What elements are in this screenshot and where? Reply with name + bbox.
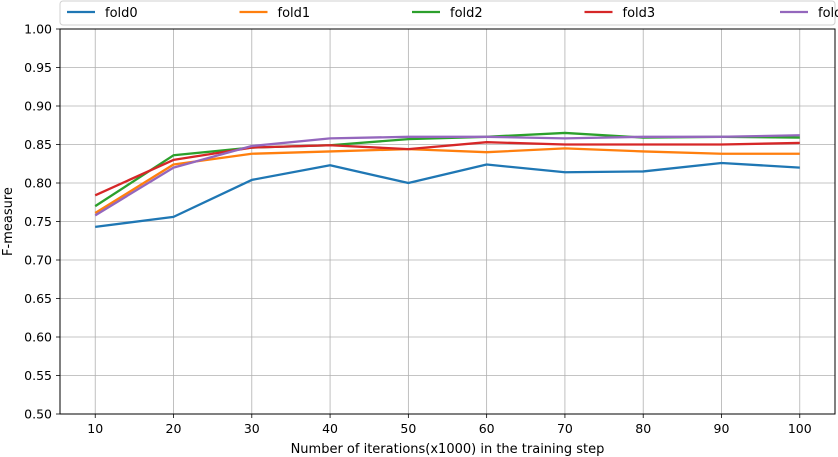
y-tick-label: 0.55	[24, 368, 52, 383]
legend-frame	[59, 0, 836, 26]
legend-item-fold3: fold3	[584, 6, 656, 21]
legend-item-fold1: fold1	[239, 6, 311, 21]
x-tick-label: 30	[244, 421, 260, 436]
legend-label: fold3	[623, 6, 656, 21]
y-tick-label: 0.60	[24, 330, 52, 345]
x-tick-label: 70	[557, 421, 573, 436]
x-tick-label: 20	[166, 421, 182, 436]
y-axis-label: F-measure	[1, 187, 16, 256]
x-tick-label: 60	[479, 421, 495, 436]
legend-label: fold4	[818, 6, 838, 21]
x-tick-label: 40	[322, 421, 338, 436]
x-tick-label: 100	[788, 421, 812, 436]
y-tick-label: 1.00	[24, 22, 52, 37]
axis-ticks: 10 20 30 40 50 60 70 80 90 100 0.50 0.55 0.60 0.65 0.7…	[24, 22, 812, 437]
y-tick-label: 0.75	[24, 214, 52, 229]
legend: fold0 fold1 fold2 fold3 fold4	[59, 0, 838, 26]
y-tick-label: 0.95	[24, 60, 52, 75]
legend-label: fold1	[278, 6, 311, 21]
series-line-fold3	[94, 141, 800, 197]
x-tick-label: 90	[714, 421, 730, 436]
legend-item-fold4: fold4	[780, 6, 838, 21]
legend-item-fold2: fold2	[412, 6, 483, 21]
x-tick-label: 50	[400, 421, 416, 436]
y-tick-label: 0.65	[24, 291, 52, 306]
series-line-fold4	[94, 134, 800, 217]
legend-item-fold0: fold0	[67, 6, 138, 21]
y-tick-label: 0.50	[24, 407, 52, 422]
series-line-fold1	[94, 147, 800, 215]
legend-label: fold2	[450, 6, 483, 21]
y-tick-label: 0.70	[24, 253, 52, 268]
y-tick-label: 0.85	[24, 137, 52, 152]
x-tick-label: 80	[635, 421, 651, 436]
series-lines	[94, 131, 800, 229]
grid	[60, 28, 835, 415]
y-tick-label: 0.80	[24, 176, 52, 191]
x-tick-label: 10	[87, 421, 103, 436]
legend-label: fold0	[105, 6, 138, 21]
y-tick-label: 0.90	[24, 99, 52, 114]
x-axis-label: Number of iterations(x1000) in the train…	[291, 442, 605, 457]
series-line-fold0	[95, 161, 800, 229]
